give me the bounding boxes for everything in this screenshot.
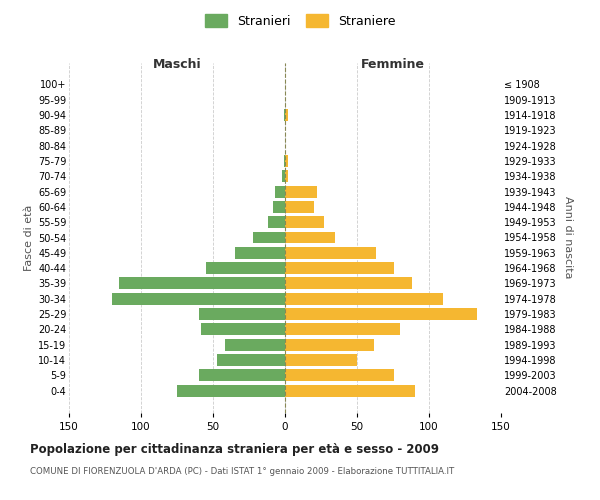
- Bar: [284, 155, 285, 167]
- Bar: [202, 324, 285, 336]
- Bar: [275, 186, 285, 198]
- Bar: [285, 262, 394, 274]
- Bar: [206, 262, 285, 274]
- Bar: [199, 370, 285, 382]
- Bar: [285, 370, 394, 382]
- Bar: [285, 216, 324, 228]
- Text: Popolazione per cittadinanza straniera per età e sesso - 2009: Popolazione per cittadinanza straniera p…: [30, 442, 439, 456]
- Bar: [282, 170, 285, 182]
- Bar: [285, 170, 288, 182]
- Bar: [217, 354, 285, 366]
- Bar: [274, 201, 285, 213]
- Bar: [268, 216, 285, 228]
- Bar: [224, 338, 285, 350]
- Text: Maschi: Maschi: [152, 58, 202, 70]
- Bar: [285, 338, 374, 350]
- Bar: [285, 278, 412, 289]
- Bar: [177, 384, 285, 396]
- Legend: Stranieri, Straniere: Stranieri, Straniere: [199, 8, 401, 33]
- Bar: [285, 109, 288, 121]
- Text: COMUNE DI FIORENZUOLA D'ARDA (PC) - Dati ISTAT 1° gennaio 2009 - Elaborazione TU: COMUNE DI FIORENZUOLA D'ARDA (PC) - Dati…: [30, 468, 454, 476]
- Bar: [285, 155, 288, 167]
- Bar: [253, 232, 285, 243]
- Bar: [285, 354, 357, 366]
- Bar: [285, 232, 335, 243]
- Bar: [119, 278, 285, 289]
- Bar: [285, 247, 376, 259]
- Bar: [235, 247, 285, 259]
- Bar: [285, 324, 400, 336]
- Bar: [285, 384, 415, 396]
- Bar: [199, 308, 285, 320]
- Bar: [285, 186, 317, 198]
- Text: Femmine: Femmine: [361, 58, 425, 70]
- Bar: [284, 109, 285, 121]
- Y-axis label: Anni di nascita: Anni di nascita: [563, 196, 573, 278]
- Bar: [112, 293, 285, 304]
- Bar: [285, 308, 476, 320]
- Y-axis label: Fasce di età: Fasce di età: [23, 204, 34, 270]
- Bar: [285, 293, 443, 304]
- Bar: [285, 201, 314, 213]
